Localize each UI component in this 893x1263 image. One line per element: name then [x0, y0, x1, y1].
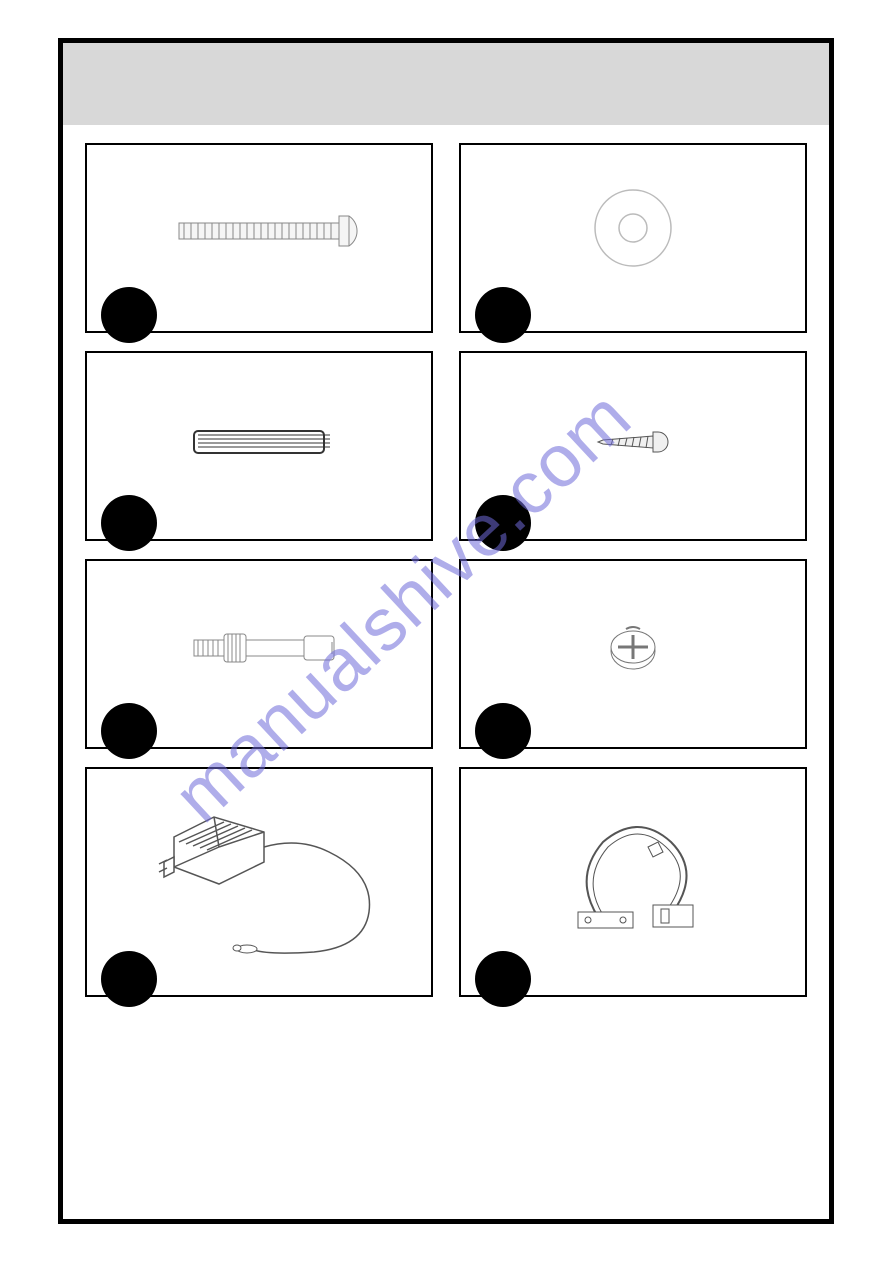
badge	[475, 287, 531, 343]
machine-screw-icon	[149, 196, 369, 266]
badge	[101, 703, 157, 759]
row-1	[85, 143, 807, 333]
cell-cam-bolt	[85, 559, 433, 749]
power-adapter-icon	[119, 792, 399, 972]
cell-machine-screw	[85, 143, 433, 333]
cell-cam-lock	[459, 559, 807, 749]
cam-bolt-icon	[174, 618, 344, 678]
badge	[475, 703, 531, 759]
row-2	[85, 351, 807, 541]
row-4	[85, 767, 807, 997]
cam-lock-icon	[598, 621, 668, 676]
wood-dowel-icon	[184, 416, 334, 466]
flat-washer-icon	[583, 178, 683, 278]
cell-small-screw	[459, 351, 807, 541]
badge	[101, 951, 157, 1007]
badge	[475, 951, 531, 1007]
cell-flat-washer	[459, 143, 807, 333]
badge	[101, 495, 157, 551]
small-screw-icon	[588, 422, 678, 462]
cell-wood-dowel	[85, 351, 433, 541]
hardware-grid	[63, 125, 829, 997]
page-frame	[58, 38, 834, 1224]
header-band	[63, 43, 829, 125]
cell-power-adapter	[85, 767, 433, 997]
anti-tip-strap-icon	[553, 807, 713, 957]
row-3	[85, 559, 807, 749]
badge	[475, 495, 531, 551]
cell-anti-tip-strap	[459, 767, 807, 997]
badge	[101, 287, 157, 343]
